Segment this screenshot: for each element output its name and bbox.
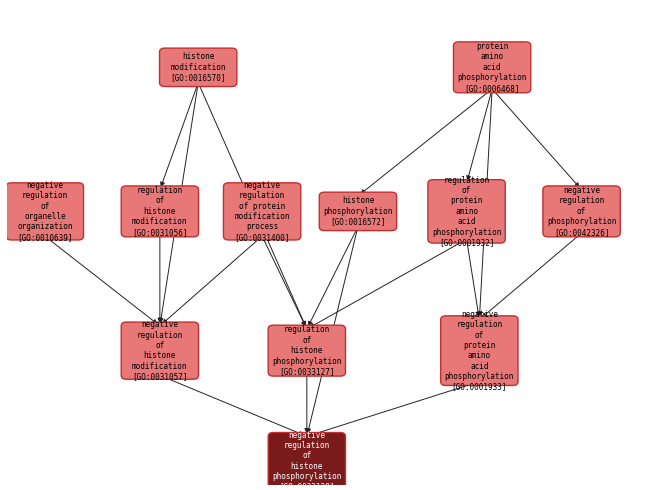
Text: negative
regulation
of
protein
amino
acid
phosphorylation
[GO:0001933]: negative regulation of protein amino aci… — [445, 310, 514, 392]
FancyBboxPatch shape — [428, 180, 505, 243]
FancyBboxPatch shape — [224, 183, 301, 240]
Text: histone
modification
[GO:0016570]: histone modification [GO:0016570] — [170, 52, 226, 82]
FancyBboxPatch shape — [441, 316, 518, 386]
Text: histone
phosphorylation
[GO:0016572]: histone phosphorylation [GO:0016572] — [323, 196, 393, 226]
FancyBboxPatch shape — [319, 192, 396, 231]
FancyBboxPatch shape — [454, 42, 531, 93]
Text: negative
regulation
of
histone
modification
[GO:0031057]: negative regulation of histone modificat… — [132, 320, 188, 381]
FancyBboxPatch shape — [268, 325, 346, 376]
FancyBboxPatch shape — [121, 186, 198, 237]
Text: negative
regulation
of
organelle
organization
[GO:0010639]: negative regulation of organelle organiz… — [17, 181, 72, 242]
FancyBboxPatch shape — [160, 48, 237, 87]
Text: negative
regulation
of
histone
phosphorylation
[GO:0033128]: negative regulation of histone phosphory… — [272, 431, 342, 490]
Text: protein
amino
acid
phosphorylation
[GO:0006468]: protein amino acid phosphorylation [GO:0… — [458, 42, 527, 93]
Text: regulation
of
histone
modification
[GO:0031056]: regulation of histone modification [GO:0… — [132, 186, 188, 237]
FancyBboxPatch shape — [268, 433, 346, 490]
Text: regulation
of
histone
phosphorylation
[GO:0033127]: regulation of histone phosphorylation [G… — [272, 325, 342, 376]
Text: negative
regulation
of
phosphorylation
[GO:0042326]: negative regulation of phosphorylation [… — [547, 186, 616, 237]
FancyBboxPatch shape — [121, 322, 198, 379]
Text: regulation
of
protein
amino
acid
phosphorylation
[GO:0001932]: regulation of protein amino acid phospho… — [432, 176, 501, 247]
Text: negative
regulation
of protein
modification
process
[GO:0031400]: negative regulation of protein modificat… — [234, 181, 290, 242]
FancyBboxPatch shape — [7, 183, 83, 240]
FancyBboxPatch shape — [543, 186, 620, 237]
